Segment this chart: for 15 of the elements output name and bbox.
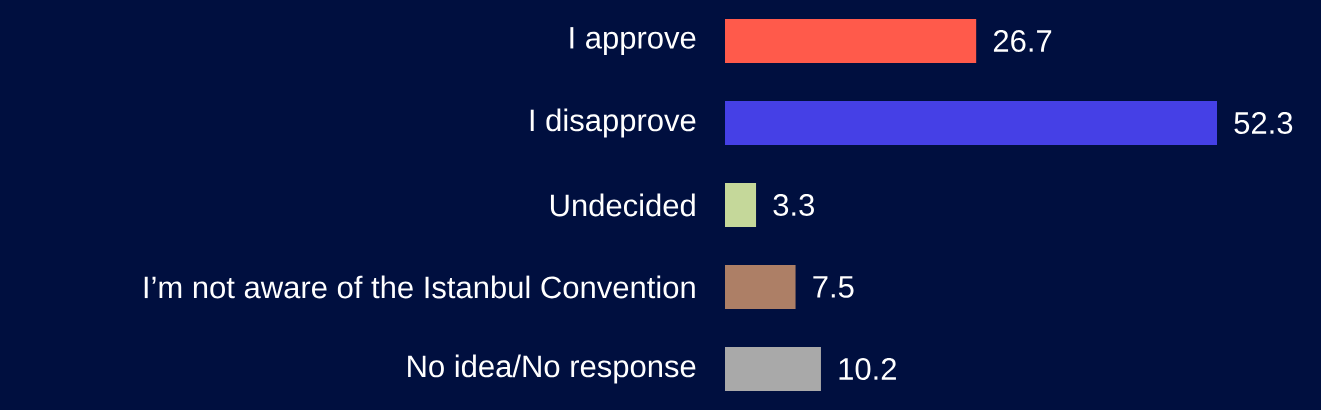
y-tick-label: I approve xyxy=(570,27,696,55)
bar xyxy=(725,19,977,63)
y-tick-label: I’m not aware of the Istanbul Convention xyxy=(144,275,695,299)
bar xyxy=(725,265,796,309)
y-tick-label: No idea/No response xyxy=(408,354,696,384)
bar xyxy=(725,347,821,391)
data-label: 26.7 xyxy=(993,30,1052,52)
bar xyxy=(725,183,757,227)
data-label: 3.3 xyxy=(773,194,814,216)
data-label: 7.5 xyxy=(813,276,854,298)
y-tick-label: Undecided xyxy=(550,193,695,217)
data-label: 52.3 xyxy=(1234,112,1293,134)
data-label: 10.2 xyxy=(839,358,896,380)
y-tick-label: I disapprove xyxy=(530,108,696,138)
bar xyxy=(725,101,1218,145)
